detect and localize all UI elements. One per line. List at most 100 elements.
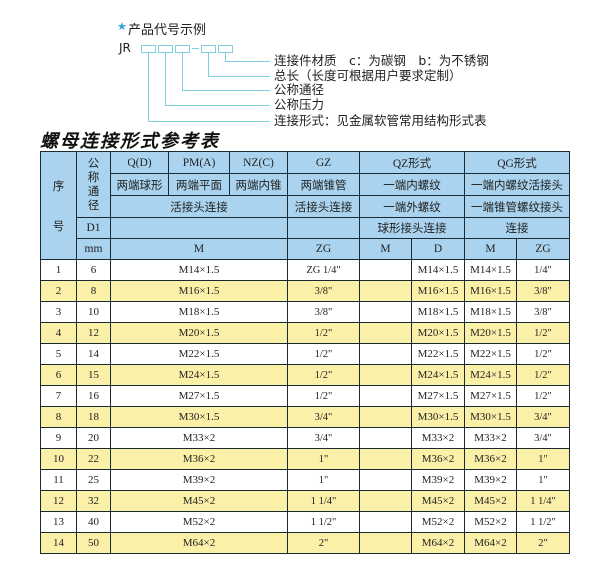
header-cell: M xyxy=(464,238,517,260)
cell-qz-d: M33×2 xyxy=(411,427,465,449)
cell-qg-m: M20×1.5 xyxy=(464,322,517,344)
code-box-material xyxy=(218,45,233,53)
cell-d1: 20 xyxy=(76,427,111,449)
cell-qg-m: M64×2 xyxy=(464,532,517,554)
table-row: 3 10 M18×1.5 3/8" M18×1.5 M18×1.5 3/8" xyxy=(40,301,570,323)
table-row: 12 32 M45×2 1 1/4" M45×2 M45×2 1 1/4" xyxy=(40,490,570,512)
star-icon: ★ xyxy=(117,20,127,33)
header-cell: M xyxy=(359,238,412,260)
table-row: 9 20 M33×2 3/4" M33×2 M33×2 3/4" xyxy=(40,427,570,449)
cell-zg: 1/2" xyxy=(287,343,360,365)
cell-qz-m xyxy=(359,490,412,512)
header-cell: 一端内螺纹 xyxy=(359,173,465,196)
cell-qg-m: M30×1.5 xyxy=(464,406,517,428)
code-box-connection xyxy=(141,45,156,53)
cell-d1: 16 xyxy=(76,385,111,407)
cell-m: M64×2 xyxy=(110,532,288,554)
cell-no: 7 xyxy=(40,385,77,407)
cell-zg: 2" xyxy=(287,532,360,554)
cell-qg-zg: 1 1/2" xyxy=(516,511,570,533)
code-box-pressure xyxy=(158,45,173,53)
cell-qg-zg: 3/8" xyxy=(516,301,570,323)
cell-qz-d: M45×2 xyxy=(411,490,465,512)
header-seq-top: 序 xyxy=(52,180,65,193)
table-title: 螺母连接形式参考表 xyxy=(40,131,220,152)
header-cell: PM(A) xyxy=(168,151,230,174)
header-cell: 一端锥管螺纹接头 xyxy=(464,195,570,218)
header-seq: 序 号 xyxy=(40,151,77,260)
header-cell: 一端外螺纹 xyxy=(359,195,465,218)
cell-qz-d: M16×1.5 xyxy=(411,280,465,302)
cell-qz-m xyxy=(359,511,412,533)
cell-qg-zg: 2" xyxy=(516,532,570,554)
cell-qz-d: M20×1.5 xyxy=(411,322,465,344)
guide-line xyxy=(182,90,270,91)
cell-qz-m xyxy=(359,343,412,365)
code-prefix: JR xyxy=(119,41,131,55)
cell-qg-zg: 3/4" xyxy=(516,406,570,428)
cell-qg-zg: 1/2" xyxy=(516,364,570,386)
header-cell xyxy=(110,217,288,239)
cell-qg-m: M18×1.5 xyxy=(464,301,517,323)
header-seq-bottom: 号 xyxy=(52,220,65,233)
table-row: 5 14 M22×1.5 1/2" M22×1.5 M22×1.5 1/2" xyxy=(40,343,570,365)
header-cell: 两端球形 xyxy=(110,173,169,196)
header-cell: 两端内锥 xyxy=(229,173,288,196)
table-row: 6 15 M24×1.5 1/2" M24×1.5 M24×1.5 1/2" xyxy=(40,364,570,386)
header-nominal: 公称通径 xyxy=(76,151,111,218)
code-box-length xyxy=(201,45,216,53)
label-pressure: 公称压力 xyxy=(274,97,325,112)
header-cell: 球形接头连接 xyxy=(359,217,465,239)
cell-qz-m xyxy=(359,322,412,344)
header-cell: QG形式 xyxy=(464,151,570,174)
example-title: 产品代号示例 xyxy=(128,23,207,38)
guide-line xyxy=(225,53,226,62)
cell-no: 8 xyxy=(40,406,77,428)
guide-line xyxy=(165,53,166,106)
cell-qg-m: M39×2 xyxy=(464,469,517,491)
cell-d1: 22 xyxy=(76,448,111,470)
cell-qz-d: M27×1.5 xyxy=(411,385,465,407)
cell-d1: 18 xyxy=(76,406,111,428)
cell-qz-d: M39×2 xyxy=(411,469,465,491)
cell-qg-m: M36×2 xyxy=(464,448,517,470)
table-row: 1 6 M14×1.5 ZG 1/4" M14×1.5 M14×1.5 1/4" xyxy=(40,259,570,281)
cell-m: M27×1.5 xyxy=(110,385,288,407)
cell-no: 13 xyxy=(40,511,77,533)
cell-qg-zg: 1/2" xyxy=(516,322,570,344)
label-material: 连接件材质 c：为碳钢 b：为不锈钢 xyxy=(274,53,489,68)
cell-qg-m: M16×1.5 xyxy=(464,280,517,302)
cell-m: M45×2 xyxy=(110,490,288,512)
guide-line xyxy=(225,61,270,62)
header-cell: QZ形式 xyxy=(359,151,465,174)
cell-qz-d: M24×1.5 xyxy=(411,364,465,386)
header-cell: 连接 xyxy=(464,217,570,239)
header-cell: 活接头连接 xyxy=(287,195,360,218)
cell-qg-m: M33×2 xyxy=(464,427,517,449)
header-cell: 两端锥管 xyxy=(287,173,360,196)
cell-qz-d: M36×2 xyxy=(411,448,465,470)
cell-qg-zg: 1/4" xyxy=(516,259,570,281)
table-row: 14 50 M64×2 2" M64×2 M64×2 2" xyxy=(40,532,570,554)
cell-zg: 3/8" xyxy=(287,301,360,323)
cell-qg-m: M22×1.5 xyxy=(464,343,517,365)
cell-d1: 14 xyxy=(76,343,111,365)
label-connection: 连接形式：见金属软管常用结构形式表 xyxy=(274,113,487,128)
guide-line xyxy=(208,76,270,77)
cell-zg: 3/4" xyxy=(287,406,360,428)
cell-qz-m xyxy=(359,469,412,491)
cell-no: 2 xyxy=(40,280,77,302)
cell-m: M39×2 xyxy=(110,469,288,491)
cell-d1: 25 xyxy=(76,469,111,491)
cell-qg-m: M14×1.5 xyxy=(464,259,517,281)
code-box-diameter xyxy=(175,45,190,53)
cell-zg: 1 1/2" xyxy=(287,511,360,533)
cell-m: M14×1.5 xyxy=(110,259,288,281)
cell-zg: ZG 1/4" xyxy=(287,259,360,281)
cell-qg-m: M45×2 xyxy=(464,490,517,512)
cell-no: 10 xyxy=(40,448,77,470)
cell-m: M16×1.5 xyxy=(110,280,288,302)
cell-qz-d: M30×1.5 xyxy=(411,406,465,428)
table-row: 4 12 M20×1.5 1/2" M20×1.5 M20×1.5 1/2" xyxy=(40,322,570,344)
table-row: 2 8 M16×1.5 3/8" M16×1.5 M16×1.5 3/8" xyxy=(40,280,570,302)
